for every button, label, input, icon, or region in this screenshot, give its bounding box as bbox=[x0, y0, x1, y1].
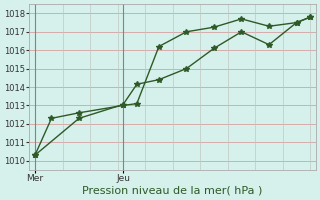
X-axis label: Pression niveau de la mer( hPa ): Pression niveau de la mer( hPa ) bbox=[83, 186, 263, 196]
